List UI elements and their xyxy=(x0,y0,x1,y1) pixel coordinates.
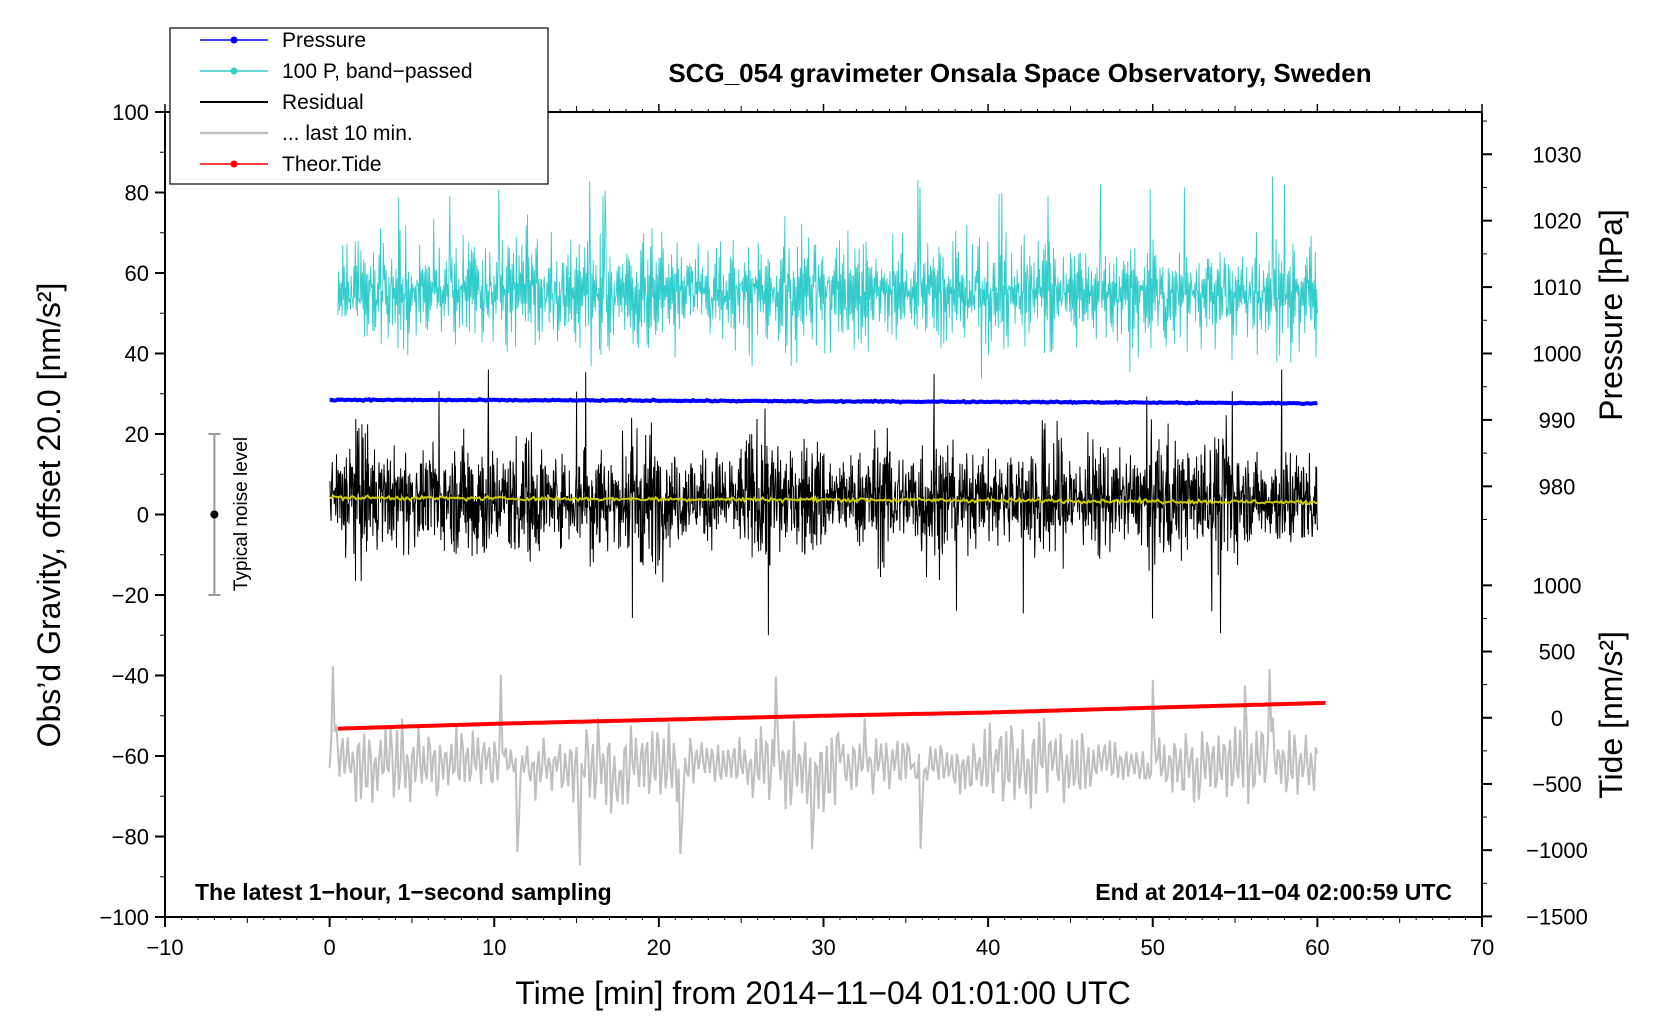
tide-tick-label: −1000 xyxy=(1526,838,1588,863)
y-tick-label: −100 xyxy=(99,905,149,930)
legend-label: Theor.Tide xyxy=(282,153,382,176)
legend-marker xyxy=(230,36,238,44)
pressure-tick-label: 1030 xyxy=(1533,142,1582,167)
x-tick-label: 70 xyxy=(1470,935,1494,960)
x-tick-label: 0 xyxy=(324,935,336,960)
pressure-axis-title: Pressure [hPa] xyxy=(1593,209,1629,421)
x-tick-label: 30 xyxy=(811,935,835,960)
series-residual xyxy=(329,369,1318,636)
legend-label: Pressure xyxy=(282,29,366,52)
y-tick-label: 80 xyxy=(125,181,149,206)
x-tick-label: 20 xyxy=(647,935,671,960)
plot-layer xyxy=(208,176,1326,866)
noise-level-center-dot xyxy=(210,510,219,519)
pressure-tick-label: 980 xyxy=(1539,474,1576,499)
series-last-10-min xyxy=(328,666,1319,866)
x-tick-label: 60 xyxy=(1305,935,1329,960)
y-tick-label: 0 xyxy=(137,503,149,528)
series-residual-smoothed xyxy=(329,494,1318,506)
x-axis-title: Time [min] from 2014−11−04 01:01:00 UTC xyxy=(515,975,1130,1011)
sampling-annotation: The latest 1−hour, 1−second sampling xyxy=(195,879,612,905)
tide-tick-label: 1000 xyxy=(1533,573,1582,598)
series-theoretical-tide xyxy=(337,700,1326,731)
y-axis-title: Obs’d Gravity, offset 20.0 [nm/s²] xyxy=(31,283,67,748)
y-tick-label: 40 xyxy=(125,342,149,367)
noise-level-label: Typical noise level xyxy=(231,437,252,591)
end-time-annotation: End at 2014−11−04 02:00:59 UTC xyxy=(1095,879,1452,905)
pressure-tick-label: 1020 xyxy=(1533,209,1582,234)
pressure-tick-label: 1000 xyxy=(1533,342,1582,367)
x-tick-label: −10 xyxy=(146,935,183,960)
series-pressure xyxy=(329,396,1318,407)
legend-items: Pressure 100 P, band−passed Residual ... la… xyxy=(200,29,473,176)
y-tick-label: −20 xyxy=(112,583,149,608)
x-tick-label: 50 xyxy=(1141,935,1165,960)
legend-label: ... last 10 min. xyxy=(282,122,413,145)
legend-label: Residual xyxy=(282,91,364,114)
tide-tick-label: 500 xyxy=(1539,640,1576,665)
y-tick-label: 20 xyxy=(125,422,149,447)
chart-title: SCG_054 gravimeter Onsala Space Observat… xyxy=(668,58,1371,88)
pressure-tick-label: 1010 xyxy=(1533,275,1582,300)
axes-layer: −10 0 10 20 30 40 50 60 70100806040200−20−40−60−… xyxy=(99,100,1587,960)
x-tick-label: 10 xyxy=(482,935,506,960)
y-tick-label: −80 xyxy=(112,825,149,850)
series-band-passed-pressure xyxy=(337,176,1318,379)
tide-tick-label: −500 xyxy=(1532,772,1582,797)
tide-tick-label: −1500 xyxy=(1526,904,1588,929)
legend-marker xyxy=(230,160,238,168)
y-tick-label: 60 xyxy=(125,261,149,286)
pressure-tick-label: 990 xyxy=(1539,408,1576,433)
legend-marker xyxy=(230,67,238,75)
y-tick-label: −60 xyxy=(112,744,149,769)
y-tick-label: 100 xyxy=(112,100,149,125)
y-tick-label: −40 xyxy=(112,664,149,689)
legend: Pressure 100 P, band−passed Residual ... la… xyxy=(169,27,549,185)
tide-tick-label: 0 xyxy=(1551,706,1563,731)
tide-axis-title: Tide [nm/s²] xyxy=(1593,631,1629,799)
x-tick-label: 40 xyxy=(976,935,1000,960)
legend-label: 100 P, band−passed xyxy=(282,60,473,83)
legend-box xyxy=(169,27,549,185)
